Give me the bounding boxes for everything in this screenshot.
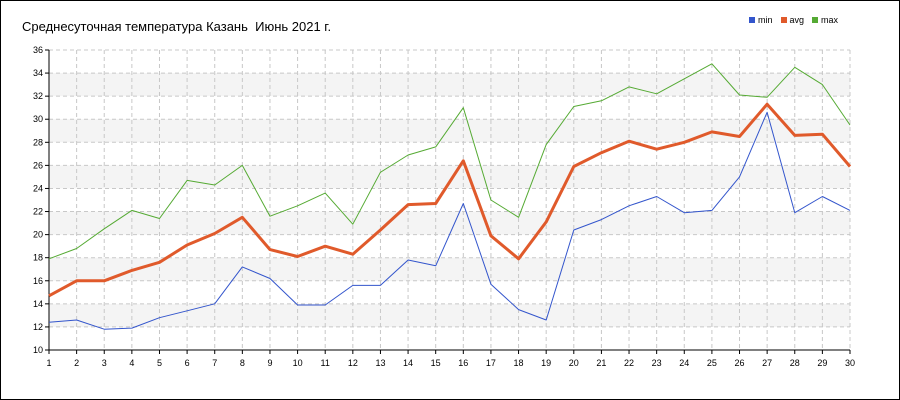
x-tick-label: 8 — [240, 358, 245, 368]
y-tick-label: 32 — [33, 91, 43, 101]
grid-band — [49, 73, 850, 97]
y-tick-label: 34 — [33, 68, 43, 78]
x-tick-label: 23 — [652, 358, 662, 368]
series-line-min — [48, 111, 851, 330]
grid-band — [49, 257, 850, 281]
x-tick-label: 4 — [129, 358, 134, 368]
y-tick-label: 20 — [33, 230, 43, 240]
y-tick-label: 30 — [33, 114, 43, 124]
x-tick-label: 28 — [790, 358, 800, 368]
legend-item-avg: avg — [780, 15, 805, 25]
x-tick-label: 17 — [486, 358, 496, 368]
legend-item-min: min — [749, 15, 773, 25]
x-tick-label: 15 — [431, 358, 441, 368]
x-tick-label: 20 — [569, 358, 579, 368]
grid-band — [49, 119, 850, 143]
x-tick-label: 26 — [735, 358, 745, 368]
x-tick-label: 16 — [458, 358, 468, 368]
x-tick-label: 13 — [375, 358, 385, 368]
legend-label-avg: avg — [789, 15, 805, 25]
y-tick-label: 14 — [33, 299, 43, 309]
legend-label-min: min — [758, 15, 773, 25]
legend-swatch-max — [812, 17, 819, 23]
legend-item-max: max — [812, 15, 838, 25]
x-tick-label: 11 — [321, 358, 330, 368]
grid-band — [49, 303, 850, 327]
x-tick-label: 24 — [679, 358, 689, 368]
x-tick-label: 14 — [403, 358, 413, 368]
y-tick-label: 28 — [33, 137, 43, 147]
y-tick-label: 22 — [33, 207, 43, 217]
y-tick-label: 16 — [33, 276, 43, 286]
series-line-avg — [48, 102, 852, 298]
y-tick-label: 18 — [33, 253, 43, 263]
x-tick-label: 19 — [541, 358, 551, 368]
x-tick-label: 22 — [624, 358, 634, 368]
legend-swatch-avg — [780, 17, 787, 23]
chart-title: Среднесуточная температура Казань Июнь 2… — [22, 19, 332, 34]
legend-swatch-min — [749, 17, 755, 23]
grid-band — [49, 211, 850, 235]
y-tick-label: 10 — [33, 345, 43, 355]
x-tick-label: 12 — [348, 358, 358, 368]
x-tick-label: 9 — [267, 358, 272, 368]
x-tick-label: 10 — [293, 358, 303, 368]
x-tick-label: 6 — [185, 358, 190, 368]
x-tick-label: 21 — [596, 358, 606, 368]
grid-band — [49, 165, 850, 189]
series-line-max — [48, 63, 851, 260]
x-tick-label: 2 — [74, 358, 79, 368]
x-tick-label: 5 — [157, 358, 162, 368]
x-tick-label: 27 — [762, 358, 772, 368]
x-tick-label: 3 — [102, 358, 107, 368]
y-tick-label: 26 — [33, 160, 43, 170]
legend: min avg max — [749, 15, 838, 25]
x-tick-label: 18 — [514, 358, 524, 368]
x-tick-label: 29 — [817, 358, 827, 368]
x-tick-label: 7 — [212, 358, 217, 368]
x-tick-label: 1 — [46, 358, 51, 368]
y-tick-label: 12 — [33, 322, 43, 332]
legend-label-max: max — [821, 15, 839, 25]
x-tick-label: 30 — [845, 358, 855, 368]
y-tick-label: 24 — [33, 183, 43, 193]
x-tick-label: 25 — [707, 358, 717, 368]
y-tick-label: 36 — [33, 45, 43, 55]
